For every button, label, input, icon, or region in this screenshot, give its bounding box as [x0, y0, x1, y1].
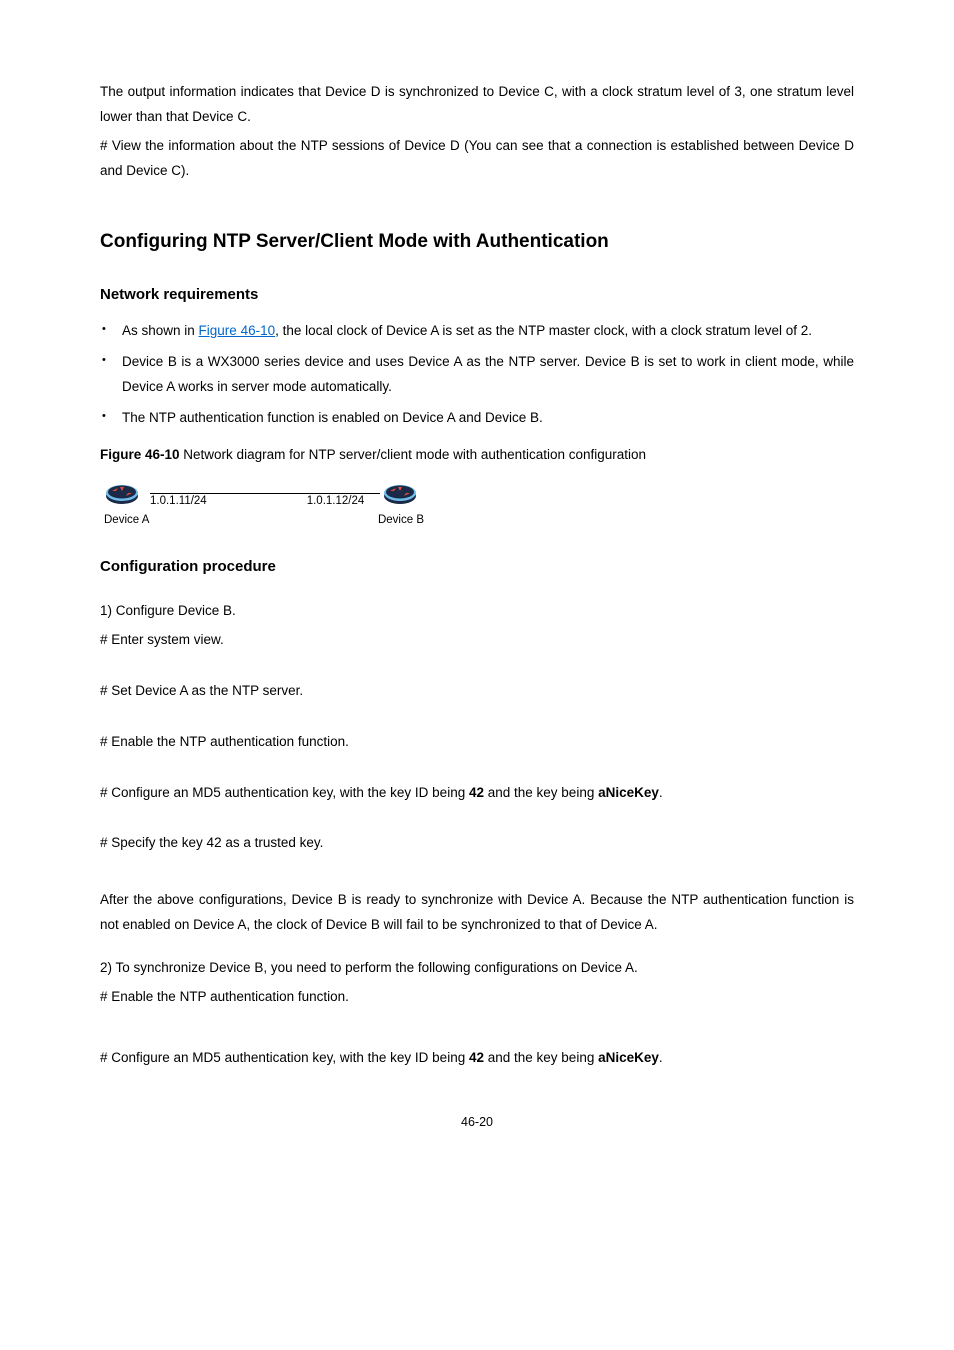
cmd-text: . — [659, 1050, 663, 1065]
intro-para-2: # View the information about the NTP ses… — [100, 134, 854, 184]
config-procedure-heading: Configuration procedure — [100, 553, 854, 581]
cmd-line: # Enable the NTP authentication function… — [100, 985, 854, 1010]
cmd-text: # Configure an MD5 authentication key, w… — [100, 1050, 469, 1065]
cmd-text: and the key being — [484, 1050, 598, 1065]
page-number: 46-20 — [100, 1111, 854, 1134]
cmd-text: # Configure an MD5 authentication key, w… — [100, 785, 469, 800]
key-id: 42 — [469, 785, 484, 800]
cmd-line: # Configure an MD5 authentication key, w… — [100, 781, 854, 806]
cmd-text: and the key being — [484, 785, 598, 800]
router-icon — [380, 478, 420, 508]
cmd-line: # Configure an MD5 authentication key, w… — [100, 1046, 854, 1071]
page-content: The output information indicates that De… — [100, 80, 854, 1134]
cmd-line: # Set Device A as the NTP server. — [100, 679, 854, 704]
network-diagram: 1.0.1.11/24 1.0.1.12/24 Device A Device … — [100, 478, 854, 531]
figure-caption-prefix: Figure 46-10 — [100, 447, 180, 462]
network-req-heading: Network requirements — [100, 281, 854, 309]
device-a-group: 1.0.1.11/24 1.0.1.12/24 Device A Device … — [102, 478, 420, 531]
key-value: aNiceKey — [598, 785, 659, 800]
cmd-line: # Enable the NTP authentication function… — [100, 730, 854, 755]
device-a-label: Device A — [104, 510, 149, 531]
cmd-line: # Specify the key 42 as a trusted key. — [100, 831, 854, 856]
figure-caption: Figure 46-10 Network diagram for NTP ser… — [100, 443, 854, 468]
list-item: Device B is a WX3000 series device and u… — [122, 350, 854, 400]
requirements-list: As shown in Figure 46-10, the local cloc… — [100, 319, 854, 431]
figure-link[interactable]: Figure 46-10 — [199, 323, 276, 338]
list-item: As shown in Figure 46-10, the local cloc… — [122, 319, 854, 344]
list-item: The NTP authentication function is enabl… — [122, 406, 854, 431]
after-config-para: After the above configurations, Device B… — [100, 888, 854, 938]
figure-caption-text: Network diagram for NTP server/client mo… — [183, 447, 646, 462]
key-value: aNiceKey — [598, 1050, 659, 1065]
device-b-label: Device B — [378, 510, 424, 531]
bullet-text-pre: As shown in — [122, 323, 199, 338]
cmd-line: # Enter system view. — [100, 628, 854, 653]
connection-line — [150, 493, 380, 494]
intro-para-1: The output information indicates that De… — [100, 80, 854, 130]
router-icon — [102, 478, 142, 508]
step-1: 1) Configure Device B. — [100, 599, 854, 624]
section-heading: Configuring NTP Server/Client Mode with … — [100, 224, 854, 259]
cmd-text: . — [659, 785, 663, 800]
bullet-text-post: , the local clock of Device A is set as … — [275, 323, 812, 338]
key-id: 42 — [469, 1050, 484, 1065]
step-2: 2) To synchronize Device B, you need to … — [100, 956, 854, 981]
